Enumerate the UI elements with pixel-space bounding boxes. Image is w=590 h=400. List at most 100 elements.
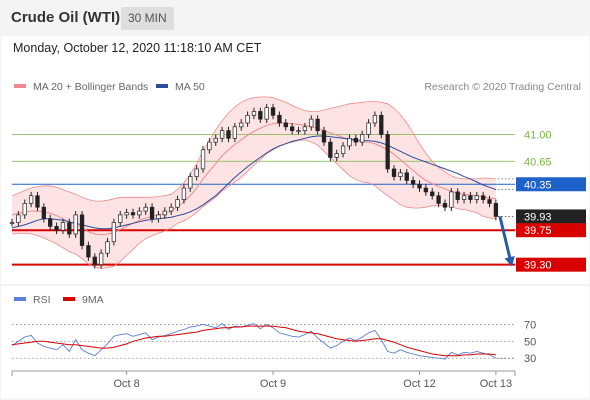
price-candle xyxy=(9,222,15,224)
legend-swatch-ma50 xyxy=(156,84,168,88)
rsi-tick-label: 70 xyxy=(524,319,536,331)
price-candle xyxy=(143,206,148,212)
price-candle xyxy=(124,212,129,216)
price-candle xyxy=(410,180,416,185)
price-candle xyxy=(175,199,180,208)
price-candle xyxy=(162,210,167,216)
price-candle xyxy=(213,137,218,143)
price-candle xyxy=(98,252,104,266)
price-candle xyxy=(283,122,288,128)
price-candle xyxy=(417,183,422,189)
price-candle xyxy=(302,126,308,131)
price-candle xyxy=(372,114,378,124)
timeframe-button[interactable]: 30 MIN xyxy=(121,7,174,30)
legend-swatch-rsi-ma xyxy=(63,297,75,301)
forecast-arrow-head xyxy=(504,255,515,267)
price-candle xyxy=(79,214,85,246)
legend-label-rsi-ma: 9MA xyxy=(82,294,104,306)
price-candle xyxy=(360,134,365,143)
price-candle xyxy=(188,176,193,189)
price-candle xyxy=(239,122,244,128)
price-candle xyxy=(404,172,409,181)
price-candle xyxy=(156,214,161,220)
price-candle xyxy=(48,218,53,227)
x-tick-label: Oct 13 xyxy=(480,378,512,390)
support-label-box xyxy=(516,257,586,272)
support-label: 39.75 xyxy=(524,225,552,237)
price-candle xyxy=(258,111,263,120)
price-candle xyxy=(194,168,199,177)
price-candle xyxy=(290,126,295,131)
price-candle xyxy=(149,206,155,220)
price-candle xyxy=(398,172,403,177)
support-label-box xyxy=(516,223,586,238)
price-candle xyxy=(137,210,142,216)
price-candle xyxy=(16,214,21,223)
price-candle xyxy=(105,241,110,254)
bollinger-band-fill xyxy=(12,96,496,269)
support-label: 39.30 xyxy=(524,260,552,272)
price-candle xyxy=(219,130,225,139)
legend-swatch-rsi xyxy=(14,297,26,301)
price-candle xyxy=(436,195,441,204)
price-candle xyxy=(385,134,390,170)
price-candle xyxy=(73,214,78,235)
legend-label-ma50: MA 50 xyxy=(175,81,205,93)
price-candle xyxy=(468,195,473,200)
pivot-label-box xyxy=(516,177,586,192)
resistance-label: 41.00 xyxy=(524,129,552,141)
price-candle xyxy=(270,107,276,116)
price-candle xyxy=(111,222,117,243)
price-candle xyxy=(41,206,46,220)
ma50-line xyxy=(11,135,497,230)
legend-label-rsi: RSI xyxy=(33,294,51,306)
price-candle xyxy=(200,149,206,170)
forecast-arrow xyxy=(498,216,513,264)
price-candle xyxy=(22,203,27,216)
price-candle xyxy=(493,203,499,217)
x-tick-label: Oct 8 xyxy=(113,378,139,390)
chart-datetime: Monday, October 12, 2020 11:18:10 AM CET xyxy=(13,41,262,55)
legend-label-bollinger: MA 20 + Bollinger Bands xyxy=(33,81,148,93)
price-candle xyxy=(277,114,282,124)
x-tick-label: Oct 9 xyxy=(260,378,286,390)
price-candle xyxy=(430,191,435,197)
price-candle xyxy=(54,226,59,231)
price-candle xyxy=(92,256,97,266)
price-candle xyxy=(232,126,237,139)
price-candle xyxy=(461,195,467,200)
price-candle xyxy=(481,195,486,200)
price-candle xyxy=(309,118,314,128)
price-candle xyxy=(226,130,231,139)
price-candle xyxy=(474,195,479,200)
price-candle xyxy=(391,168,397,177)
price-candle xyxy=(423,187,429,193)
x-tick-label: Oct 12 xyxy=(403,378,435,390)
resistance-label: 40.65 xyxy=(524,156,552,168)
price-candle xyxy=(455,191,460,200)
rsi-tick-label: 30 xyxy=(524,353,536,365)
price-candle xyxy=(35,195,40,208)
price-candle xyxy=(340,145,346,154)
price-candle xyxy=(366,122,371,135)
price-candle xyxy=(442,203,448,208)
price-candle xyxy=(251,111,257,116)
ma20-line xyxy=(11,122,496,236)
price-candle xyxy=(130,212,136,216)
price-candle xyxy=(296,130,301,132)
price-candle xyxy=(245,114,250,124)
price-candle xyxy=(315,118,320,131)
price-candle xyxy=(67,222,72,235)
current-price-label: 39.93 xyxy=(524,211,552,223)
price-candle xyxy=(169,206,174,212)
chart-source: Research © 2020 Trading Central xyxy=(424,81,581,93)
price-candle xyxy=(264,107,269,120)
instrument-title: Crude Oil (WTI) xyxy=(11,9,121,26)
current-price-label-box xyxy=(516,209,586,224)
legend-swatch-bollinger xyxy=(14,84,26,88)
price-candle xyxy=(379,114,384,135)
price-candle xyxy=(321,130,327,143)
rsi-tick-label: 50 xyxy=(524,336,536,348)
price-candle xyxy=(207,141,212,151)
